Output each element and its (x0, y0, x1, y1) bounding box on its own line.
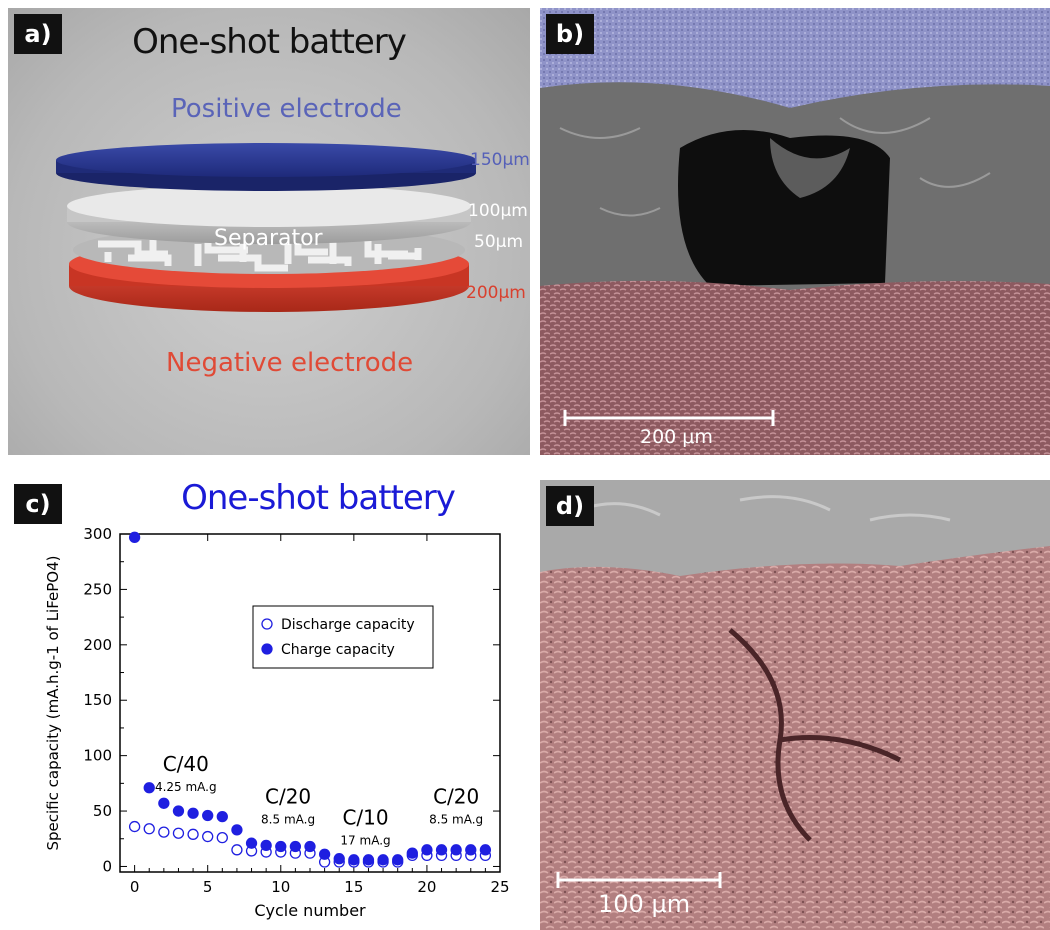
charge-point (450, 844, 462, 856)
current-annotation: 17 mA.g (340, 833, 390, 847)
panel-c-tag: c) (14, 484, 62, 524)
discharge-point (187, 828, 199, 840)
y-tick-label: 300 (83, 525, 112, 543)
rate-annotation: C/20 (433, 784, 479, 808)
charge-point (362, 854, 375, 866)
thickness-positive: 150μm (470, 150, 530, 170)
discharge-point (231, 844, 243, 856)
y-tick-label: 100 (83, 747, 112, 765)
charge-point (392, 854, 404, 866)
negative-electrode-label: Negative electrode (166, 348, 414, 378)
discharge-point (158, 826, 170, 838)
panel-c-capacity-chart: c) One-shot battery 0 5 10 15 20 25 0 50 100 150 2… (8, 474, 530, 930)
crack (728, 628, 902, 842)
separator-label: Separator (214, 226, 323, 251)
positive-electrode-label: Positive electrode (171, 94, 402, 124)
charge-point (406, 847, 418, 859)
panel-a-tag: a) (14, 14, 62, 54)
panel-d-tag: d) (546, 486, 594, 526)
charge-point (128, 531, 141, 543)
charge-point (216, 810, 228, 823)
charge-point (304, 840, 316, 853)
charge-point (202, 809, 214, 822)
charge-point (377, 854, 389, 866)
charge-point (187, 807, 199, 819)
thickness-separator-disk: 100μm (468, 201, 528, 221)
charge-point (260, 839, 272, 852)
panel-b-tag: b) (546, 14, 594, 54)
discharge-point (172, 827, 185, 839)
charge-point (348, 854, 360, 866)
x-tick-label: 10 (271, 878, 290, 896)
charge-point (435, 844, 448, 856)
legend-marker (261, 643, 273, 655)
current-annotation: 4.25 mA.g (155, 780, 217, 794)
y-tick-label: 200 (83, 636, 112, 654)
scale-bar-d (556, 872, 722, 888)
x-axis-label: Cycle number (254, 901, 366, 920)
sem-cross-section-d (540, 480, 1050, 930)
charge-point (289, 840, 302, 853)
legend-label: Discharge capacity (281, 617, 415, 633)
panel-b-sem-image: b) 200 μm (540, 8, 1050, 455)
charge-point (318, 848, 331, 860)
x-tick-label: 15 (344, 878, 363, 896)
charge-point (465, 844, 477, 856)
y-tick-label: 250 (83, 580, 112, 598)
thickness-separator-grid: 50μm (474, 232, 524, 252)
rate-annotation: C/10 (342, 805, 388, 829)
current-annotation: 8.5 mA.g (261, 812, 315, 826)
rate-annotation: C/40 (163, 752, 209, 776)
legend-marker (261, 618, 273, 630)
x-tick-label: 20 (417, 878, 436, 896)
y-tick-label: 150 (83, 691, 112, 709)
charge-point (172, 805, 185, 817)
scale-bar-b (563, 410, 775, 426)
thickness-negative: 200μm (466, 283, 526, 303)
scale-label-b: 200 μm (640, 426, 713, 448)
charge-point (333, 853, 345, 865)
panel-a-battery-schematic: a) One-shot battery (8, 8, 530, 455)
y-axis-label: Specific capacity (mA.h.g-1 of LiFePO4) (44, 555, 62, 850)
charge-point (275, 840, 287, 853)
battery-illustration (56, 143, 476, 312)
x-tick-label: 5 (203, 878, 213, 896)
chart-title: One-shot battery (181, 478, 456, 518)
x-tick-label: 25 (490, 878, 509, 896)
legend-box (252, 605, 434, 669)
y-tick-label: 50 (93, 802, 112, 820)
charge-point (158, 797, 170, 809)
discharge-point (143, 823, 155, 835)
discharge-point (128, 820, 141, 833)
panel-a-title: One-shot battery (132, 22, 407, 62)
discharge-point (202, 830, 214, 843)
rate-annotation: C/20 (265, 784, 311, 808)
negative-electrode-layer (540, 280, 1050, 455)
panel-d-sem-image: d) 100 μm (540, 480, 1050, 930)
discharge-point (216, 831, 228, 844)
current-annotation: 8.5 mA.g (429, 812, 483, 826)
sem-cross-section-b (540, 8, 1050, 455)
charge-point (231, 824, 243, 836)
legend-label: Charge capacity (281, 642, 395, 658)
charge-point (245, 837, 258, 849)
charge-point (479, 844, 492, 856)
x-tick-label: 0 (130, 878, 140, 896)
charge-point (143, 782, 155, 794)
y-tick-label: 0 (102, 857, 112, 875)
charge-point (421, 844, 433, 856)
scale-label-d: 100 μm (598, 890, 691, 918)
